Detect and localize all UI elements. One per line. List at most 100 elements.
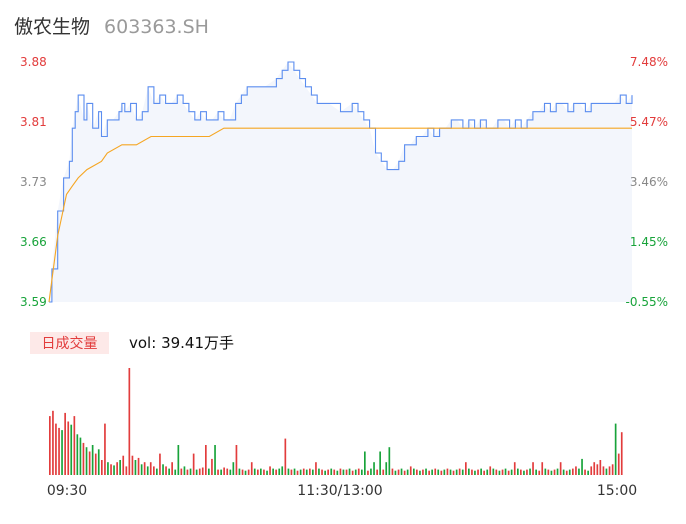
- volume-bar: [238, 468, 241, 475]
- volume-bar: [250, 462, 253, 475]
- x-tick-label: 15:00: [597, 483, 637, 499]
- volume-bar: [529, 468, 531, 475]
- volume-bar: [327, 469, 329, 475]
- volume-bar: [357, 468, 360, 475]
- volume-tab-label: 日成交量: [41, 336, 98, 352]
- volume-bar: [443, 469, 446, 475]
- volume-bar: [131, 455, 134, 475]
- volume-bar: [110, 464, 112, 475]
- volume-bar: [342, 469, 345, 475]
- x-tick-label: 11:30/13:00: [297, 483, 382, 499]
- volume-bar: [351, 470, 354, 475]
- volume-bar: [422, 469, 424, 475]
- volume-bar: [535, 469, 537, 475]
- volume-bar: [241, 469, 244, 475]
- volume-bar: [617, 453, 620, 475]
- volume-bar: [394, 470, 397, 475]
- volume-bar: [146, 466, 149, 475]
- y-tick-left: 3.66: [20, 235, 47, 249]
- volume-bar: [409, 466, 412, 475]
- volume-bar: [376, 469, 378, 475]
- y-tick-left: 3.59: [20, 295, 47, 309]
- volume-bar: [88, 451, 91, 475]
- volume-bar: [587, 470, 589, 475]
- volume-tab[interactable]: 日成交量: [30, 332, 109, 354]
- volume-bar: [247, 469, 250, 475]
- volume-bar: [235, 445, 238, 475]
- volume-bar: [388, 447, 391, 475]
- volume-bar: [253, 468, 256, 475]
- volume-bar: [278, 468, 281, 475]
- volume-bar: [312, 469, 314, 475]
- volume-bar: [614, 423, 617, 475]
- volume-bar: [526, 469, 528, 475]
- volume-bar: [293, 468, 296, 475]
- volume-bar: [431, 469, 433, 475]
- volume-bar: [315, 462, 317, 475]
- volume-bar: [413, 468, 415, 475]
- volume-bar: [67, 421, 70, 475]
- volume-bar: [437, 469, 440, 475]
- volume-bar: [94, 453, 97, 475]
- chart-header: 傲农生物 603363.SH: [14, 12, 209, 40]
- volume-bar: [471, 469, 473, 475]
- volume-bar: [183, 466, 186, 475]
- volume-bar: [452, 470, 455, 475]
- volume-bar: [336, 470, 339, 475]
- y-tick-right: 3.46%: [630, 175, 668, 189]
- volume-bar: [140, 464, 143, 475]
- volume-bar: [608, 466, 611, 475]
- y-tick-left: 3.88: [20, 55, 47, 69]
- volume-bar: [321, 469, 323, 475]
- volume-bar: [599, 460, 602, 475]
- volume-bar: [122, 455, 125, 475]
- volume-bar: [379, 451, 381, 475]
- volume-bar: [406, 469, 409, 475]
- volume-bar: [58, 427, 60, 475]
- volume-bar: [605, 468, 608, 475]
- volume-bar: [590, 466, 593, 475]
- volume-bar: [373, 462, 375, 475]
- volume-bar: [82, 442, 85, 475]
- volume-bar: [177, 445, 180, 475]
- y-tick-right: 5.47%: [630, 115, 668, 129]
- volume-bar: [578, 468, 580, 475]
- volume-bar: [461, 469, 464, 475]
- y-tick-right: 1.45%: [630, 235, 668, 249]
- volume-bar: [403, 470, 406, 475]
- volume-bar: [168, 468, 170, 475]
- x-tick-label: 09:30: [47, 483, 87, 499]
- volume-bar: [532, 462, 534, 475]
- volume-bar: [174, 469, 177, 475]
- volume-bar: [244, 470, 247, 475]
- volume-bar: [333, 469, 336, 475]
- volume-bar: [416, 469, 418, 475]
- volume-bar: [538, 470, 541, 475]
- volume-bar: [348, 468, 351, 475]
- volume-bar: [477, 469, 479, 475]
- volume-bar: [165, 466, 167, 475]
- volume-bar: [318, 468, 320, 475]
- volume-bar: [556, 468, 559, 475]
- volume-bar: [201, 467, 204, 475]
- y-tick-left: 3.73: [20, 175, 47, 189]
- volume-bar: [229, 469, 232, 475]
- volume-bar: [507, 470, 510, 475]
- volume-bar: [510, 469, 513, 475]
- volume-bar: [137, 457, 140, 475]
- volume-bar: [498, 470, 501, 475]
- volume-bar: [296, 470, 299, 475]
- volume-bar: [324, 470, 326, 475]
- y-tick-right: 7.48%: [630, 55, 668, 69]
- volume-bar: [391, 468, 394, 475]
- volume-bar: [440, 470, 443, 475]
- volume-bar: [171, 462, 173, 475]
- volume-bar: [272, 468, 274, 475]
- volume-bar: [361, 469, 363, 475]
- volume-bar: [517, 468, 519, 475]
- volume-bar: [208, 468, 210, 475]
- volume-bar: [385, 462, 388, 475]
- volume-bar: [134, 460, 137, 475]
- volume-bar: [468, 468, 470, 475]
